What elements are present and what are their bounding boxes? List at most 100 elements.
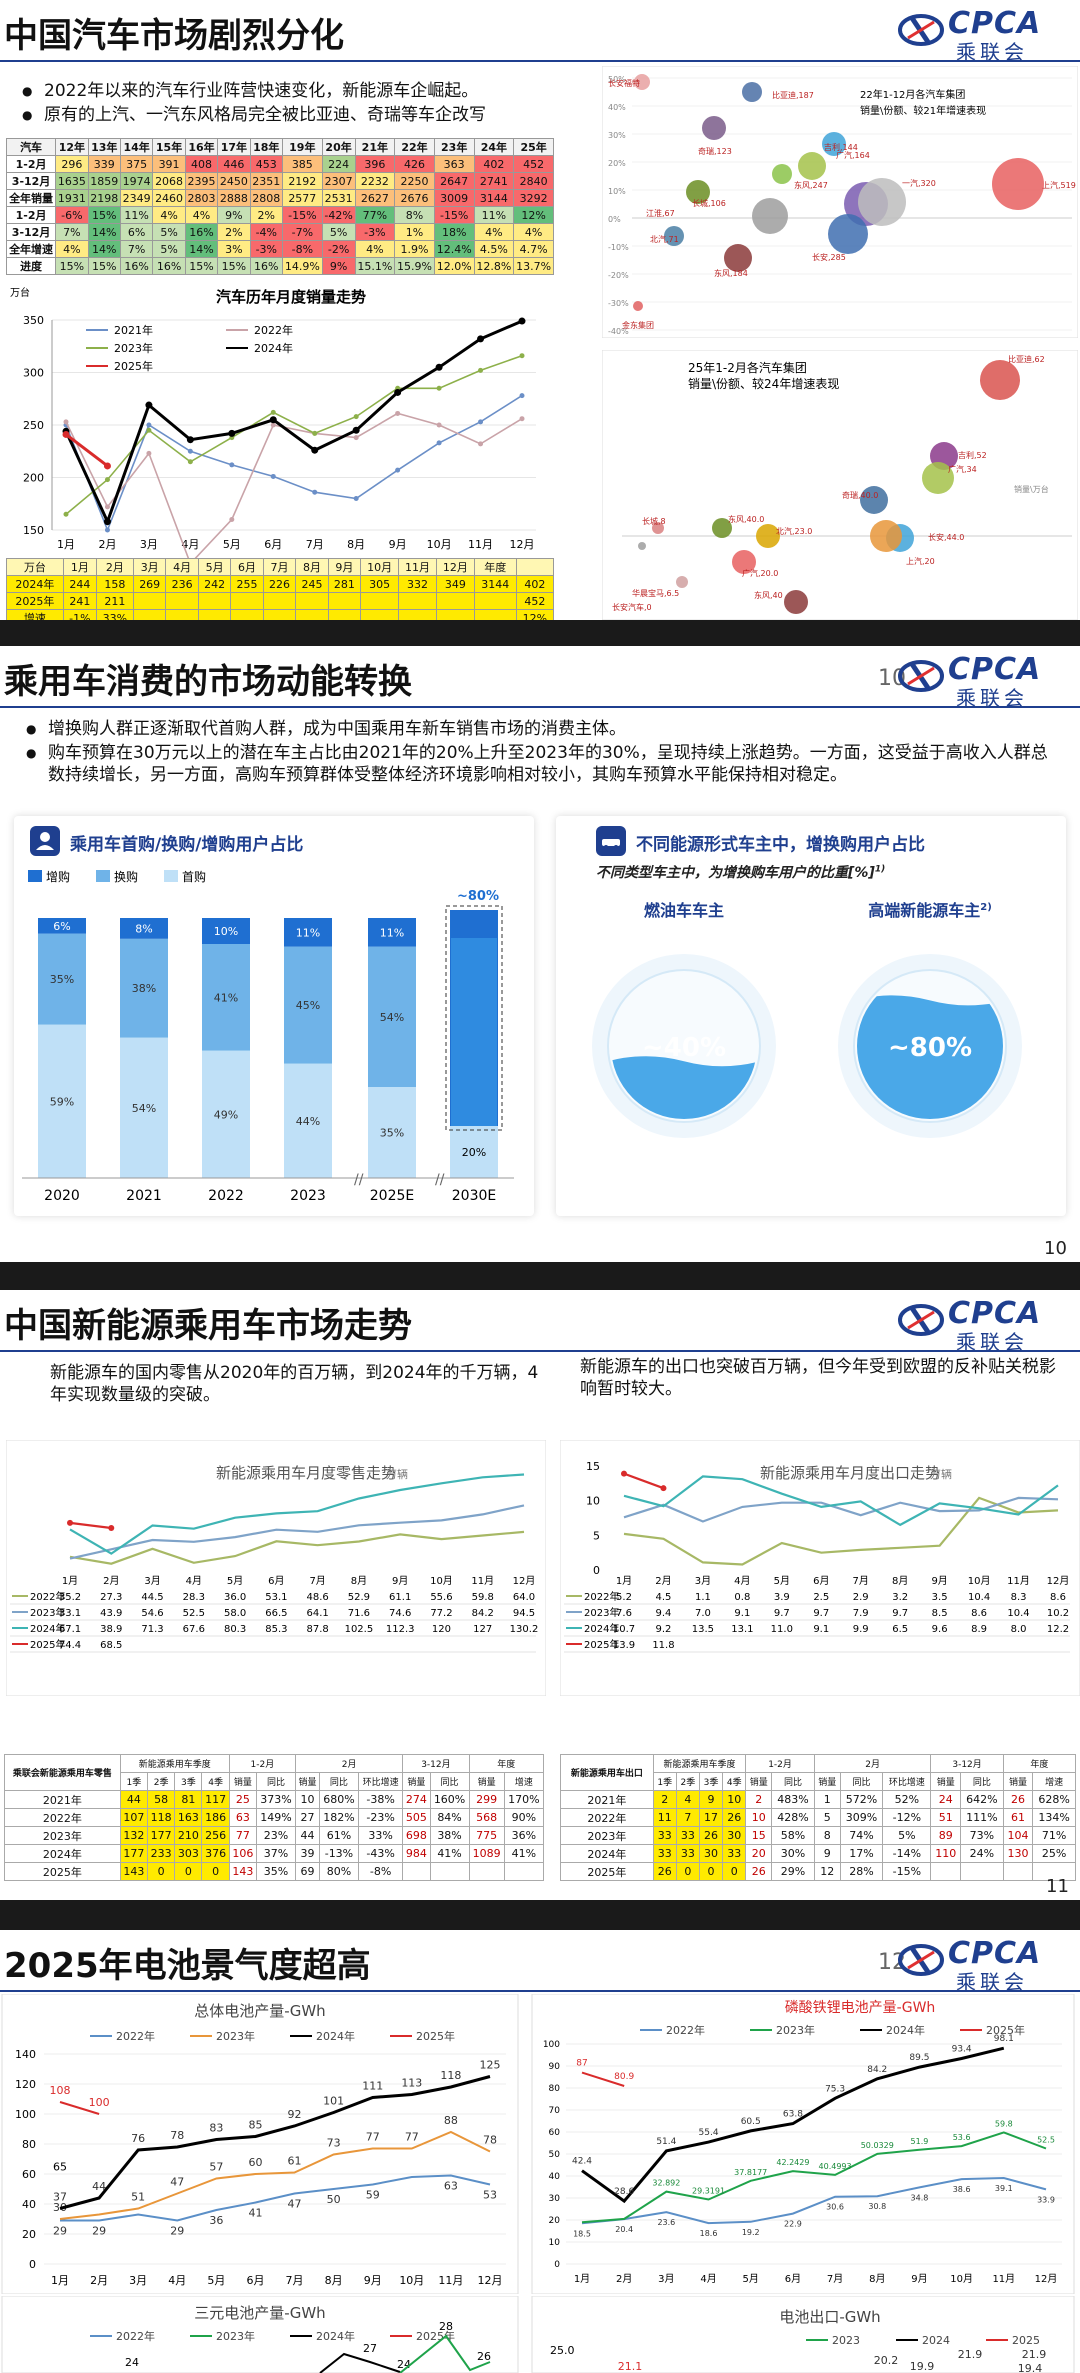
table-cell — [132, 592, 167, 610]
table-header-cell: 销量 — [228, 1772, 257, 1791]
data-point — [621, 1470, 627, 1477]
point-label: 38.6 — [953, 2185, 971, 2194]
x-tick-label: 8月 — [892, 1575, 908, 1587]
table-value: 53.1 — [265, 1592, 287, 1603]
table-cell: 349 — [435, 575, 475, 593]
table-cell: 10 — [722, 1790, 747, 1809]
table-header-cell: 3-12月 — [402, 1754, 470, 1773]
bubble-chart-title: 22年1-12月各汽车集团 — [860, 88, 965, 101]
table-cell: 446 — [217, 155, 251, 173]
point-label: 51 — [131, 2191, 145, 2204]
bubble — [724, 244, 752, 272]
table-value: 3.2 — [892, 1592, 908, 1603]
table-cell: 182% — [318, 1808, 359, 1827]
x-tick-label: 2月 — [103, 1575, 119, 1587]
table-cell: 84% — [429, 1808, 470, 1827]
point-label: 73 — [327, 2137, 341, 2150]
table-header-cell: 7月 — [262, 558, 297, 576]
table-cell: 177 — [147, 1826, 176, 1845]
y-tick-label: -40% — [608, 327, 629, 336]
table-header-cell: 11月 — [398, 558, 437, 576]
point-label: 34.8 — [911, 2193, 929, 2202]
table-header-cell: 销量 — [295, 1772, 320, 1791]
data-point — [62, 430, 70, 438]
table-cell: 303 — [174, 1844, 203, 1863]
table-value: 6.5 — [892, 1624, 908, 1635]
bubble — [772, 164, 792, 184]
y-tick-label: 0 — [29, 2258, 36, 2271]
x-tick-label: 7月 — [827, 2273, 843, 2285]
table-cell: 309% — [839, 1808, 884, 1827]
y-tick-label: 250 — [23, 419, 44, 432]
bubble — [992, 158, 1044, 210]
data-point — [477, 335, 485, 343]
table-cell: 373% — [255, 1790, 297, 1809]
table-cell: 39 — [295, 1844, 320, 1863]
table-cell: 0 — [147, 1862, 176, 1881]
table-cell: 17 — [698, 1808, 724, 1827]
legend-label: 2024年 — [316, 2329, 355, 2343]
x-tick-label: 3月 — [695, 1575, 711, 1587]
table-cell: 5% — [152, 223, 186, 241]
table-cell: 186 — [201, 1808, 230, 1827]
point-label: 24 — [125, 2356, 139, 2369]
table-value: 10.4 — [968, 1592, 990, 1603]
table-row: 2025年 241 211 452 — [6, 592, 555, 610]
chart-title: 新能源乘用车月度出口走势 — [760, 1464, 940, 1482]
y-tick-label: 120 — [15, 2078, 36, 2091]
data-point — [353, 414, 359, 420]
table-cell: -1% — [62, 609, 97, 620]
legend-label: 2024 — [922, 2334, 950, 2347]
table-cell: 2024年 — [6, 575, 64, 593]
bar-segment-swap — [284, 946, 332, 1064]
data-point — [478, 367, 484, 373]
point-label: 53.6 — [953, 2133, 971, 2142]
cpca-logo: CPCA 乘联会 — [898, 1936, 1068, 1994]
point-label: 63 — [444, 2180, 458, 2193]
bubble-label: 东风,184 — [714, 268, 748, 278]
legend-label: 2024年 — [30, 1622, 65, 1635]
table-value: 9.7 — [892, 1608, 908, 1619]
point-label: 113 — [401, 2077, 422, 2090]
table-row: 2025年 26 0 0 0 26 29% 12 28% -15% — [560, 1862, 1076, 1881]
energy-type-panel-subtitle: 不同类型车主中，为增换购车用户的比重[%]1) — [596, 864, 886, 881]
point-label: 57 — [209, 2161, 223, 2174]
series-line-2024年 — [59, 2075, 491, 2210]
table-cell: 2840 — [513, 172, 554, 190]
table-header-cell: 环比增速 — [882, 1772, 932, 1791]
legend-swatch — [28, 870, 42, 882]
table-header-cell: 销量 — [813, 1772, 841, 1791]
bar-segment-add — [38, 918, 86, 934]
table-value: 38.9 — [100, 1624, 122, 1635]
y-tick-label: 200 — [23, 472, 44, 485]
data-point — [63, 419, 69, 425]
table-value: 67.6 — [183, 1624, 205, 1635]
table-cell: -2% — [321, 240, 356, 258]
x-tick-label: 1月 — [51, 2274, 69, 2287]
table-cell: 0 — [675, 1862, 700, 1881]
series-line-2022年 — [623, 1496, 1059, 1566]
legend-swatch — [164, 870, 178, 882]
nev-export-quarterly-table: 新能源乘用车出口 新能源乘用车季度 1-2月 2月 3-12月 年度 1季 2季 3季 4季 销量同… — [560, 1754, 1077, 1881]
table-cell: 110 — [930, 1844, 962, 1863]
table-cell: 63 — [228, 1808, 257, 1827]
table-value: 10.7 — [613, 1624, 635, 1635]
y-tick-label: 20% — [608, 159, 626, 168]
table-header-cell: 2月 — [813, 1754, 932, 1773]
table-cell: 29% — [771, 1862, 815, 1881]
table-cell: 11% — [473, 206, 515, 224]
table-value: 67.1 — [59, 1624, 81, 1635]
data-point — [660, 1485, 667, 1492]
table-cell: 269 — [132, 575, 167, 593]
slide-4: 2025年电池景气度超高 12 CPCA 乘联会 总体电池产量-GWh 2022年… — [0, 1930, 1080, 2373]
point-label: 65 — [53, 2161, 67, 2174]
table-cell: 16% — [184, 223, 219, 241]
table-value: 13.5 — [692, 1624, 714, 1635]
table-cell: 428% — [771, 1808, 815, 1827]
table-cell — [295, 592, 329, 610]
table-value: 112.3 — [386, 1624, 415, 1635]
table-cell — [262, 609, 297, 620]
table-header-cell: 2季 — [147, 1772, 176, 1791]
table-cell — [360, 592, 400, 610]
